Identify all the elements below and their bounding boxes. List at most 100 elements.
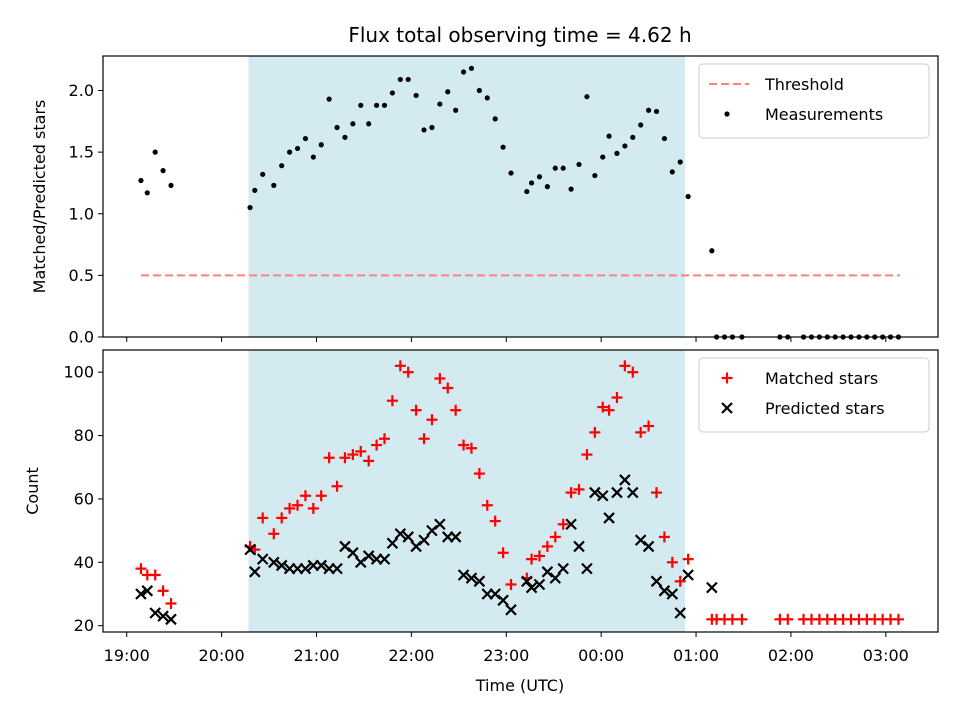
marker-stroke <box>354 556 367 569</box>
marker-stroke <box>581 562 593 575</box>
data-point <box>249 566 261 578</box>
data-point <box>533 578 546 591</box>
data-point <box>141 585 154 597</box>
data-point <box>674 575 686 587</box>
marker-stroke <box>589 486 601 499</box>
marker-stroke <box>611 486 623 499</box>
y-tick-label: 1.0 <box>69 204 94 223</box>
marker-stroke <box>533 578 546 591</box>
data-point <box>541 540 553 552</box>
data-point <box>394 360 406 372</box>
data-point <box>168 182 174 189</box>
marker-stroke <box>315 559 328 572</box>
legend-label: Matched stars <box>765 369 878 388</box>
marker-stroke <box>249 566 261 578</box>
data-point <box>524 188 530 195</box>
data-point <box>318 142 324 148</box>
data-point <box>442 382 454 394</box>
data-point <box>323 452 335 464</box>
marker-stroke <box>244 543 256 556</box>
y-tick-label: 0.5 <box>69 266 94 285</box>
data-point <box>426 524 438 537</box>
marker-stroke <box>642 540 655 553</box>
legend-label: Measurements <box>765 105 883 124</box>
legend-entry: Threshold <box>709 75 844 94</box>
data-point <box>244 543 256 556</box>
data-point <box>653 108 660 115</box>
data-point <box>619 360 631 372</box>
data-point <box>782 613 794 625</box>
data-point <box>275 559 288 572</box>
data-point <box>268 528 280 540</box>
data-point <box>497 547 509 559</box>
data-point <box>362 550 375 562</box>
data-point <box>434 518 446 531</box>
data-point <box>135 563 147 575</box>
data-point <box>560 165 566 171</box>
data-point <box>643 420 655 432</box>
data-point <box>413 92 419 99</box>
marker-stroke <box>339 540 351 553</box>
marker-stroke <box>347 547 359 559</box>
data-point <box>157 610 169 622</box>
marker-stroke <box>489 588 501 600</box>
data-point <box>397 76 403 83</box>
data-point <box>157 585 169 597</box>
data-point <box>386 395 398 407</box>
y-tick-label: 0.0 <box>69 328 94 347</box>
data-point <box>666 588 679 600</box>
data-point <box>421 127 427 133</box>
data-point <box>135 588 147 600</box>
data-point <box>473 468 485 480</box>
data-point <box>549 531 561 543</box>
marker-stroke <box>299 562 312 575</box>
marker-stroke <box>434 518 446 531</box>
data-point <box>576 161 582 168</box>
data-point <box>611 392 623 404</box>
data-point <box>489 588 501 600</box>
data-point <box>350 121 356 127</box>
data-point <box>557 562 569 575</box>
data-point <box>149 607 161 619</box>
data-point <box>645 107 652 113</box>
data-point <box>505 578 517 590</box>
data-point <box>339 452 351 464</box>
data-point <box>468 65 475 71</box>
data-point <box>315 490 327 502</box>
legend-label: Threshold <box>764 75 844 94</box>
data-point <box>460 69 467 75</box>
data-point <box>581 562 593 575</box>
data-point <box>307 502 319 514</box>
data-point <box>410 404 422 416</box>
data-point <box>339 540 351 553</box>
x-axis-label: Time (UTC) <box>475 676 564 695</box>
x-tick-label: 03:00 <box>863 646 909 665</box>
data-point <box>165 597 177 609</box>
marker-stroke <box>634 534 647 546</box>
legend-box <box>698 357 930 433</box>
data-point <box>402 531 414 543</box>
y-tick-label: 80 <box>74 426 94 445</box>
data-point <box>619 474 631 486</box>
data-point <box>458 439 470 451</box>
data-point <box>152 149 158 155</box>
chart-title: Flux total observing time = 4.62 h <box>348 23 691 47</box>
data-point <box>331 562 343 575</box>
marker-stroke <box>525 581 538 594</box>
data-point <box>450 404 462 416</box>
data-point <box>709 248 715 254</box>
data-point <box>614 150 620 156</box>
data-point <box>685 193 691 200</box>
data-point <box>149 569 161 581</box>
data-point <box>453 107 459 113</box>
data-point <box>247 204 253 211</box>
marker-stroke <box>549 572 562 584</box>
data-point <box>144 190 150 196</box>
data-point <box>726 613 738 625</box>
marker-stroke <box>331 562 343 575</box>
legend: Matched stars Predicted stars <box>698 357 930 433</box>
data-point <box>484 95 490 101</box>
data-point <box>642 540 655 553</box>
data-point <box>565 487 577 499</box>
